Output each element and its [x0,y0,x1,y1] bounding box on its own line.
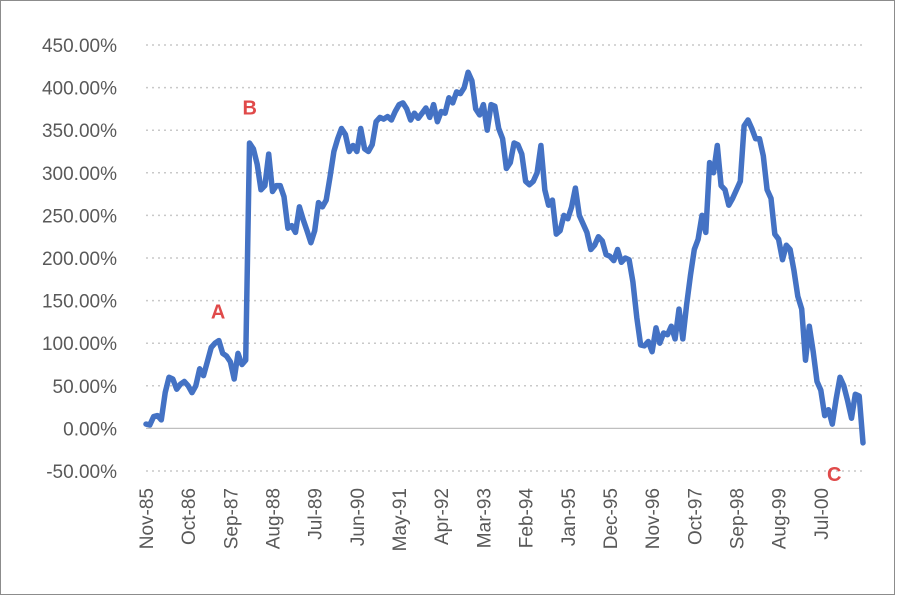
series-line [143,69,866,446]
x-tick-label: Nov-85 [137,488,158,549]
annotation-a: A [211,302,225,324]
x-tick-label: Aug-88 [264,488,285,549]
y-tick-label: 250.00% [42,206,117,227]
x-tick-label: Oct-86 [179,488,200,545]
y-tick-label: 200.00% [42,249,117,270]
x-tick-label: Sep-98 [727,488,748,549]
x-tick-label: Dec-95 [601,488,622,549]
x-tick-label: Jan-95 [559,488,580,546]
x-tick-label: Nov-96 [643,488,664,549]
x-tick-label: Aug-99 [770,488,791,549]
y-tick-label: 100.00% [42,334,117,355]
y-tick-label: 350.00% [42,121,117,142]
x-tick-label: Oct-97 [685,488,706,545]
x-tick-label: Jun-90 [348,488,369,546]
annotation-b: B [243,97,257,119]
annotation-c: C [827,464,841,486]
y-tick-label: 400.00% [42,79,117,100]
x-tick-label: Jul-89 [306,488,327,540]
y-tick-label: 450.00% [42,36,117,57]
y-tick-label: -50.00% [46,462,117,483]
x-tick-label: Feb-94 [517,488,538,549]
x-tick-label: Apr-92 [432,488,453,545]
x-tick-label: Mar-93 [474,488,495,548]
x-axis-ticks: Nov-85 Oct-86 Sep-87 Aug-88 Jul-89 Jun-90 May-… [137,488,833,552]
y-tick-label: 0.00% [63,419,117,440]
y-tick-label: 50.00% [53,377,118,398]
y-axis-ticks: 450.00% 400.00% 350.00% 300.00% 250.00% 200.0… [42,36,117,483]
x-tick-label: Sep-87 [221,488,242,549]
x-tick-label: Jul-00 [812,488,833,540]
x-tick-label: May-91 [390,488,411,551]
y-tick-label: 150.00% [42,292,117,313]
annotations: A B C [211,97,842,485]
y-tick-label: 300.00% [42,164,117,185]
